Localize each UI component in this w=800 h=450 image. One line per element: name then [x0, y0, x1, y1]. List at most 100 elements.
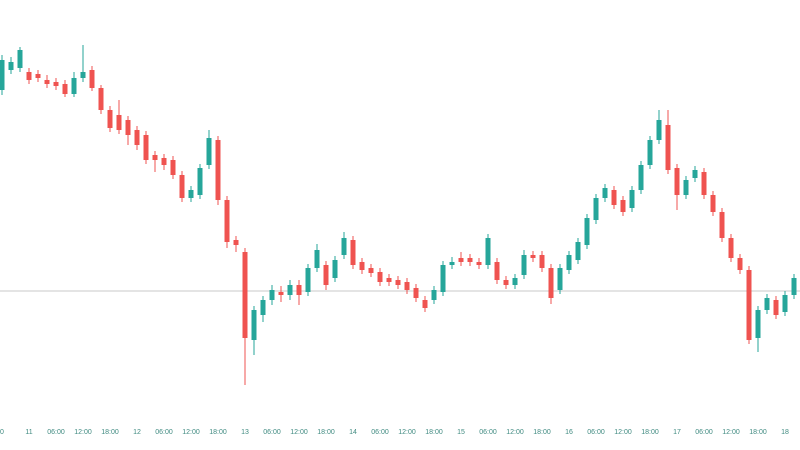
- candle-body: [791, 278, 797, 295]
- candle-body: [701, 172, 707, 195]
- candle-body: [332, 260, 338, 278]
- candle-body: [125, 120, 131, 135]
- x-tick-label: 0: [0, 429, 4, 436]
- candle-body: [278, 292, 284, 295]
- candle-body: [98, 88, 104, 110]
- candle-body: [17, 50, 23, 68]
- candle-body: [755, 310, 761, 338]
- candle-body: [233, 240, 239, 245]
- x-tick-label: 06:00: [47, 429, 65, 436]
- candle-body: [395, 280, 401, 285]
- candle-body: [692, 170, 698, 178]
- x-tick-label: 17: [673, 429, 681, 436]
- candle-body: [737, 258, 743, 270]
- candle-body: [368, 268, 374, 273]
- candle-body: [620, 200, 626, 212]
- x-tick-label: 06:00: [587, 429, 605, 436]
- candle-body: [134, 130, 140, 145]
- candle-body: [323, 265, 329, 285]
- candle-body: [215, 140, 221, 200]
- x-tick-label: 13: [241, 429, 249, 436]
- candle-body: [26, 72, 32, 80]
- candle-body: [512, 278, 518, 285]
- x-tick-label: 16: [565, 429, 573, 436]
- candle-body: [0, 60, 5, 90]
- x-tick-label: 12:00: [506, 429, 524, 436]
- candle-body: [305, 268, 311, 292]
- candle-body: [638, 165, 644, 190]
- candle-body: [584, 218, 590, 245]
- candle-body: [152, 155, 158, 160]
- candle-body: [71, 78, 77, 94]
- candle-body: [170, 160, 176, 175]
- candle-body: [422, 300, 428, 308]
- candle-body: [431, 290, 437, 300]
- candle-body: [44, 80, 50, 84]
- candle-body: [269, 290, 275, 300]
- candle-body: [449, 262, 455, 265]
- candle-body: [476, 262, 482, 265]
- candle-body: [521, 255, 527, 275]
- x-tick-label: 15: [457, 429, 465, 436]
- candle-body: [575, 242, 581, 260]
- candle-body: [593, 198, 599, 220]
- x-tick-label: 18:00: [317, 429, 335, 436]
- candle-body: [341, 238, 347, 255]
- candle-body: [683, 180, 689, 195]
- candle-body: [242, 252, 248, 338]
- x-tick-label: 18:00: [749, 429, 767, 436]
- x-tick-label: 18:00: [533, 429, 551, 436]
- x-tick-label: 06:00: [479, 429, 497, 436]
- candle-body: [764, 298, 770, 310]
- candle-body: [404, 282, 410, 290]
- candle-body: [746, 270, 752, 340]
- candle-body: [728, 238, 734, 258]
- candle-body: [8, 62, 14, 70]
- candle-body: [386, 278, 392, 282]
- x-tick-label: 12: [133, 429, 141, 436]
- candle-body: [89, 70, 95, 88]
- candle-body: [710, 195, 716, 212]
- candle-body: [413, 288, 419, 298]
- candle-body: [656, 120, 662, 140]
- x-tick-label: 18:00: [425, 429, 443, 436]
- candle-body: [647, 140, 653, 165]
- candle-body: [314, 250, 320, 268]
- x-tick-label: 12:00: [614, 429, 632, 436]
- candle-body: [206, 138, 212, 165]
- x-tick-label: 06:00: [371, 429, 389, 436]
- candle-body: [467, 258, 473, 262]
- x-tick-label: 12:00: [182, 429, 200, 436]
- candle-body: [224, 200, 230, 242]
- x-tick-label: 14: [349, 429, 357, 436]
- candle-body: [665, 125, 671, 170]
- candle-body: [251, 310, 257, 340]
- x-tick-label: 06:00: [263, 429, 281, 436]
- x-tick-label: 12:00: [398, 429, 416, 436]
- x-tick-label: 12:00: [74, 429, 92, 436]
- x-tick-label: 11: [25, 429, 32, 436]
- candle-body: [143, 135, 149, 160]
- x-tick-label: 12:00: [290, 429, 308, 436]
- candle-body: [80, 72, 86, 78]
- candle-body: [629, 190, 635, 208]
- x-tick-label: 12:00: [722, 429, 740, 436]
- candle-body: [107, 110, 113, 128]
- candle-body: [611, 190, 617, 205]
- x-tick-label: 18:00: [101, 429, 119, 436]
- candle-body: [377, 272, 383, 282]
- candle-body: [62, 84, 68, 94]
- candle-body: [602, 188, 608, 198]
- candle-body: [674, 168, 680, 195]
- x-tick-label: 18: [781, 429, 789, 436]
- candle-body: [719, 212, 725, 238]
- candle-body: [503, 280, 509, 285]
- candle-body: [539, 255, 545, 268]
- candle-body: [287, 285, 293, 295]
- candle-body: [557, 268, 563, 290]
- candle-body: [440, 265, 446, 292]
- candle-body: [35, 74, 41, 78]
- candle-body: [782, 295, 788, 312]
